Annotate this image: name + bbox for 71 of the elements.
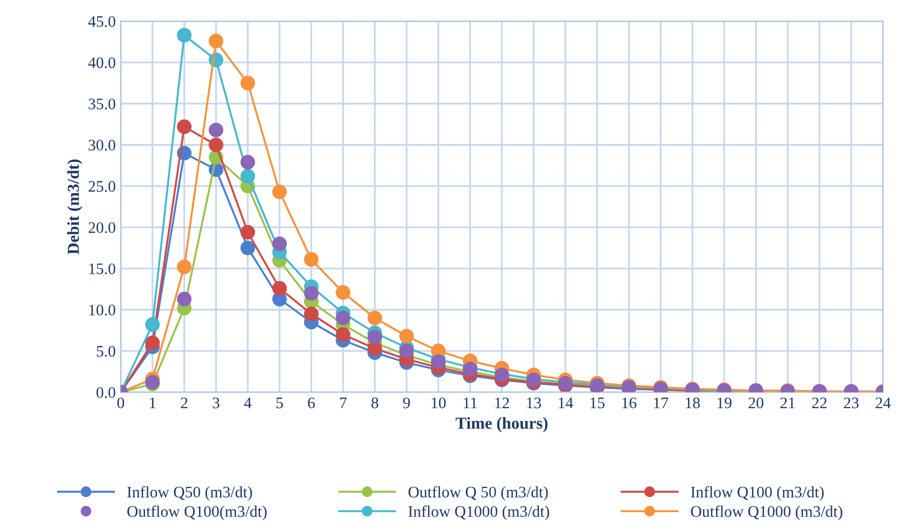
x-tick-label: 23 <box>844 398 859 408</box>
y-axis-title: Debit (m3/dt) <box>67 160 82 254</box>
y-tick-label: 30.0 <box>88 140 116 151</box>
point <box>208 138 224 152</box>
point <box>272 236 287 252</box>
x-tick-label: 10 <box>432 398 446 408</box>
point <box>336 327 350 342</box>
legend-label: Outflow Q 50 (m3/dt) <box>408 486 548 501</box>
x-tick-label: 4 <box>244 398 252 408</box>
point <box>336 310 350 326</box>
legend-label: Inflow Q100 (m3/dt) <box>690 486 824 501</box>
x-tick-label: 2 <box>180 398 188 408</box>
point <box>304 252 319 267</box>
legend-label: Outflow Q100(m3/dt) <box>127 506 267 520</box>
x-tick-label: 18 <box>686 398 700 408</box>
legend-label: Inflow Q50 (m3/dt) <box>127 486 252 501</box>
point <box>304 286 319 301</box>
point <box>176 119 192 134</box>
point <box>368 310 382 326</box>
legend-label: Inflow Q1000 (m3/dt) <box>408 506 550 520</box>
y-tick-label: 40.0 <box>88 57 116 68</box>
x-tick-label: 8 <box>371 398 378 408</box>
point <box>176 260 192 274</box>
y-tick-label: 45.0 <box>88 16 116 27</box>
x-tick-label: 14 <box>558 398 574 408</box>
y-tick-label: 25.0 <box>88 181 116 192</box>
point <box>208 122 224 138</box>
point <box>399 328 414 344</box>
point <box>176 28 192 43</box>
y-tick-label: 35.0 <box>88 98 116 110</box>
x-tick-label: 22 <box>812 398 827 408</box>
x-tick-label: 24 <box>876 398 891 408</box>
y-tick-label: 15.0 <box>89 263 116 274</box>
y-tick-label: 5.0 <box>96 346 116 357</box>
point <box>176 292 192 306</box>
x-tick-label: 13 <box>527 398 541 408</box>
point <box>431 354 446 369</box>
point <box>240 168 256 184</box>
x-tick-label: 5 <box>276 398 283 408</box>
point <box>145 317 160 332</box>
x-tick-label: 16 <box>622 398 636 408</box>
x-axis-title: Time (hours) <box>456 417 548 432</box>
point <box>368 330 382 344</box>
x-tick-label: 11 <box>464 398 477 408</box>
x-tick-label: 1 <box>150 398 156 408</box>
point <box>240 76 256 90</box>
x-tick-label: 15 <box>590 398 604 408</box>
point <box>145 335 160 350</box>
y-tick-label: 0.0 <box>96 387 116 398</box>
y-tick-label: 10.0 <box>89 304 116 316</box>
x-tick-label: 20 <box>748 398 764 408</box>
point <box>272 184 287 200</box>
x-tick-label: 3 <box>212 398 220 408</box>
x-tick-label: 17 <box>654 398 668 408</box>
point <box>208 34 224 48</box>
point <box>240 240 256 256</box>
x-tick-label: 0 <box>117 398 124 408</box>
x-tick-label: 7 <box>340 398 347 408</box>
y-tick-label: 20.0 <box>88 222 116 234</box>
point <box>399 344 414 358</box>
x-tick-label: 19 <box>718 398 732 408</box>
x-tick-label: 12 <box>495 398 509 408</box>
point <box>336 285 350 300</box>
x-tick-label: 6 <box>308 398 315 408</box>
x-tick-label: 21 <box>780 398 795 408</box>
x-tick-label: 9 <box>403 398 410 408</box>
point <box>240 154 256 170</box>
point <box>304 306 319 322</box>
legend-label: Outflow Q1000 (m3/dt) <box>691 506 842 520</box>
point <box>272 281 287 296</box>
point <box>240 224 256 240</box>
